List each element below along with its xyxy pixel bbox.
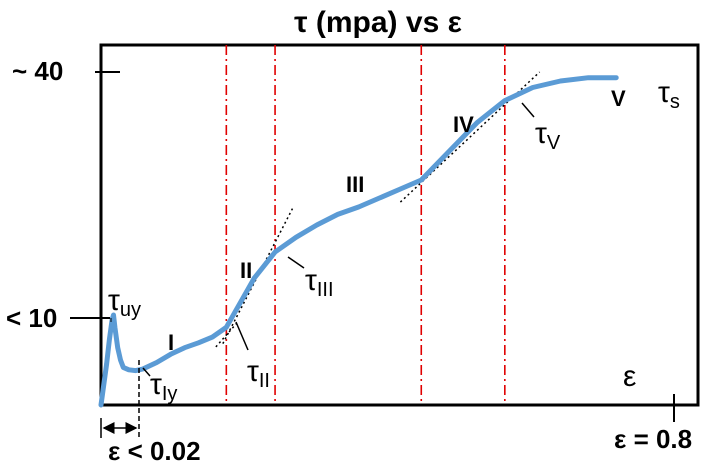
annotation-tau-s: τs <box>658 76 680 113</box>
leader-line-v <box>521 102 535 118</box>
y-tick-label-10: < 10 <box>6 303 57 333</box>
x-axis-label: ε <box>623 360 636 393</box>
x-tick-label-002: ε < 0.02 <box>108 436 201 466</box>
annotation-tau-iy: τIy <box>150 368 177 405</box>
annotation-tau-uy: τuy <box>108 284 141 321</box>
leader-line-iy <box>142 367 151 377</box>
annotation-tau-v: τV <box>535 117 561 154</box>
stage-label-2: II <box>240 258 252 283</box>
x-tick-label-08: ε = 0.8 <box>614 424 692 454</box>
chart-title: τ (mpa) vs ε <box>294 6 462 39</box>
series-line <box>98 75 619 408</box>
y-tick-label-40: ~ 40 <box>12 56 63 86</box>
stage-label-4: IV <box>453 112 474 137</box>
plot-frame <box>99 43 700 407</box>
stage-label-1: I <box>168 330 174 355</box>
tangent-line <box>215 322 238 348</box>
series-group <box>98 75 619 408</box>
leader-line-iii <box>287 256 305 269</box>
boundary-lines <box>225 45 506 405</box>
annotation-tau-iii: τIII <box>305 264 334 301</box>
annotation-tau-ii: τII <box>247 355 270 392</box>
stage-label-3: III <box>346 172 364 197</box>
leader-line-ii <box>235 321 249 351</box>
stage-label-5: V <box>611 86 626 111</box>
